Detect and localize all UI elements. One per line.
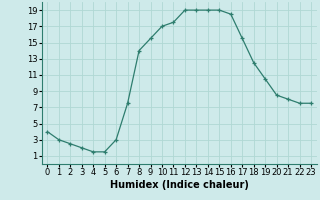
X-axis label: Humidex (Indice chaleur): Humidex (Indice chaleur): [110, 180, 249, 190]
